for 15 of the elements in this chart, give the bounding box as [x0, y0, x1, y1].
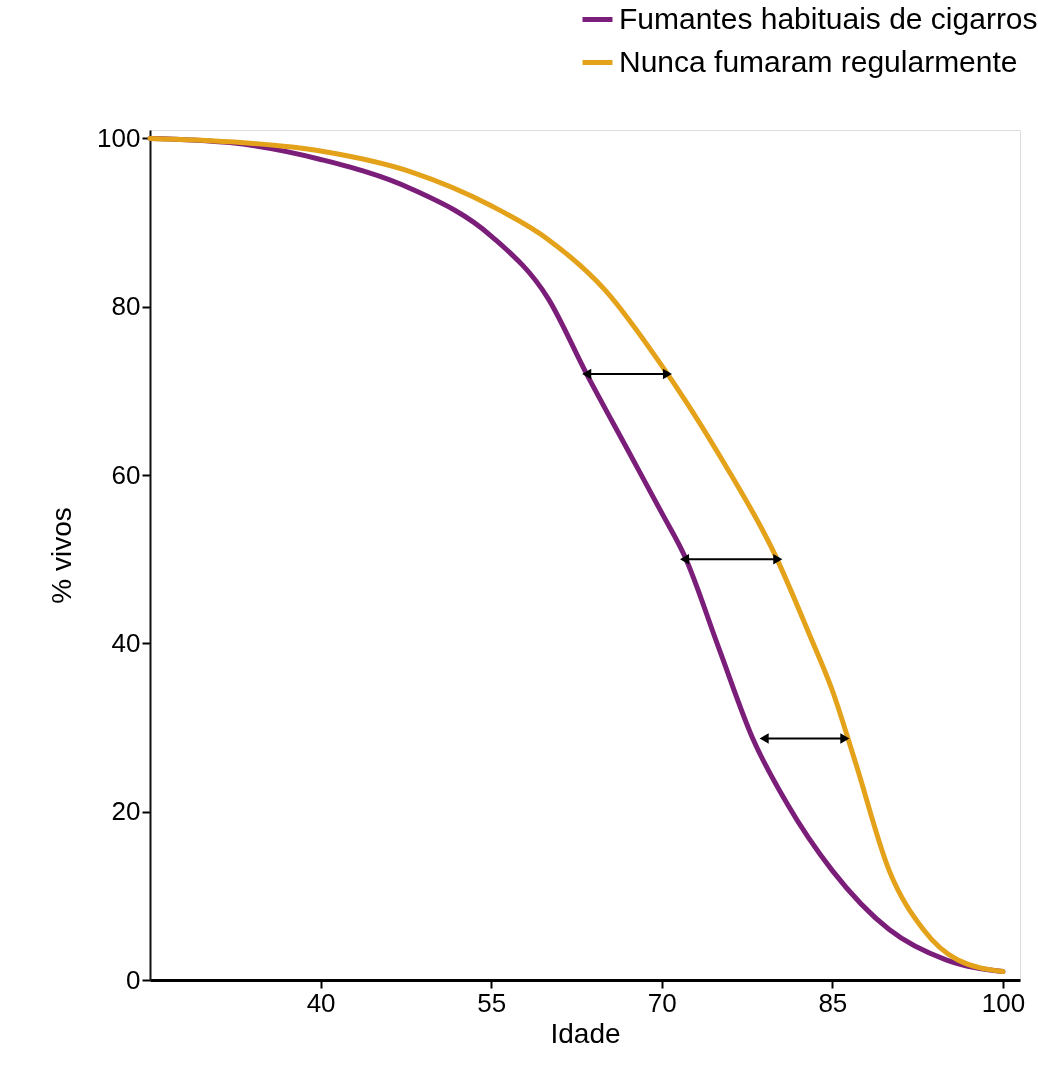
x-tick-label: 70: [647, 987, 677, 1018]
y-tick-label: 20: [111, 796, 141, 827]
x-axis-title: Idade: [550, 1017, 621, 1049]
y-tick-label: 40: [111, 627, 141, 658]
x-tick-label: 55: [477, 987, 507, 1018]
legend-label: Fumantes habituais de cigarros: [619, 1, 1038, 35]
legend-label: Nunca fumaram regularmente: [619, 44, 1018, 78]
y-tick-label: 60: [111, 459, 141, 490]
y-axis-title: % vivos: [46, 507, 78, 604]
y-tick-label: 80: [111, 291, 141, 322]
y-tick-label: 0: [126, 964, 141, 995]
y-tick-label: 100: [97, 122, 141, 153]
x-tick-label: 40: [306, 987, 336, 1018]
x-tick-label: 100: [981, 987, 1026, 1018]
x-tick-label: 85: [818, 987, 848, 1018]
